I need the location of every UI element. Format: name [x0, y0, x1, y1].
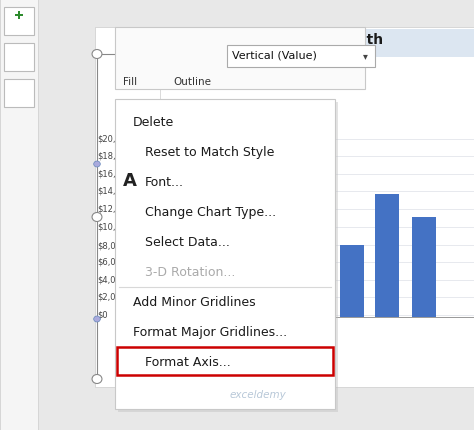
Text: December: December — [414, 309, 454, 349]
Text: ▾: ▾ — [197, 48, 201, 58]
Text: Font...: Font... — [145, 175, 184, 189]
Text: exceldemy: exceldemy — [230, 389, 287, 399]
Bar — [134, 209, 137, 218]
Text: Vertical (Value): Vertical (Value) — [232, 50, 317, 60]
Text: $6,000: $6,000 — [97, 258, 126, 266]
Text: Outline: Outline — [173, 77, 211, 87]
Text: ▾: ▾ — [147, 48, 152, 58]
Bar — [135, 242, 139, 246]
Text: $2,000: $2,000 — [97, 292, 126, 301]
Polygon shape — [125, 67, 144, 72]
Text: $0: $0 — [97, 310, 108, 319]
Text: Delete: Delete — [133, 116, 174, 129]
Bar — [125, 234, 129, 237]
Text: $20,000: $20,000 — [97, 135, 131, 144]
Text: $14,000: $14,000 — [97, 187, 131, 196]
Text: Fill: Fill — [123, 77, 137, 87]
Text: $12,000: $12,000 — [97, 205, 131, 214]
Text: ▾: ▾ — [363, 51, 368, 61]
Text: Add Minor Gridlines: Add Minor Gridlines — [133, 295, 255, 308]
Bar — [129, 206, 133, 218]
Bar — [130, 234, 135, 237]
Text: A: A — [123, 172, 137, 190]
Text: October: October — [347, 309, 380, 341]
Polygon shape — [126, 355, 131, 365]
Text: $4,000: $4,000 — [97, 275, 126, 284]
Text: Format Axis...: Format Axis... — [145, 355, 231, 368]
Bar — [130, 242, 135, 246]
Text: 3-D Rotation...: 3-D Rotation... — [145, 265, 236, 278]
Text: $10,000: $10,000 — [97, 222, 131, 231]
Bar — [135, 234, 139, 237]
Text: $18,000: $18,000 — [97, 152, 131, 161]
Text: Change Chart Type...: Change Chart Type... — [145, 206, 276, 218]
Polygon shape — [174, 67, 194, 72]
Text: $16,000.00: $16,000.00 — [97, 169, 145, 178]
Bar — [125, 265, 137, 276]
Bar — [130, 237, 135, 240]
Text: November: November — [377, 309, 417, 349]
Text: les per Month: les per Month — [275, 33, 383, 47]
Text: Format Major Gridlines...: Format Major Gridlines... — [133, 325, 287, 338]
Text: $8,000: $8,000 — [97, 240, 126, 249]
Polygon shape — [8, 85, 30, 102]
Polygon shape — [10, 403, 22, 422]
Bar — [125, 242, 129, 246]
Polygon shape — [176, 47, 195, 69]
Polygon shape — [128, 47, 141, 56]
Text: Reset to Match Style: Reset to Match Style — [145, 146, 274, 159]
Bar — [135, 237, 139, 240]
Bar — [125, 212, 128, 218]
Bar — [125, 237, 129, 240]
Text: Select Data...: Select Data... — [145, 236, 230, 249]
